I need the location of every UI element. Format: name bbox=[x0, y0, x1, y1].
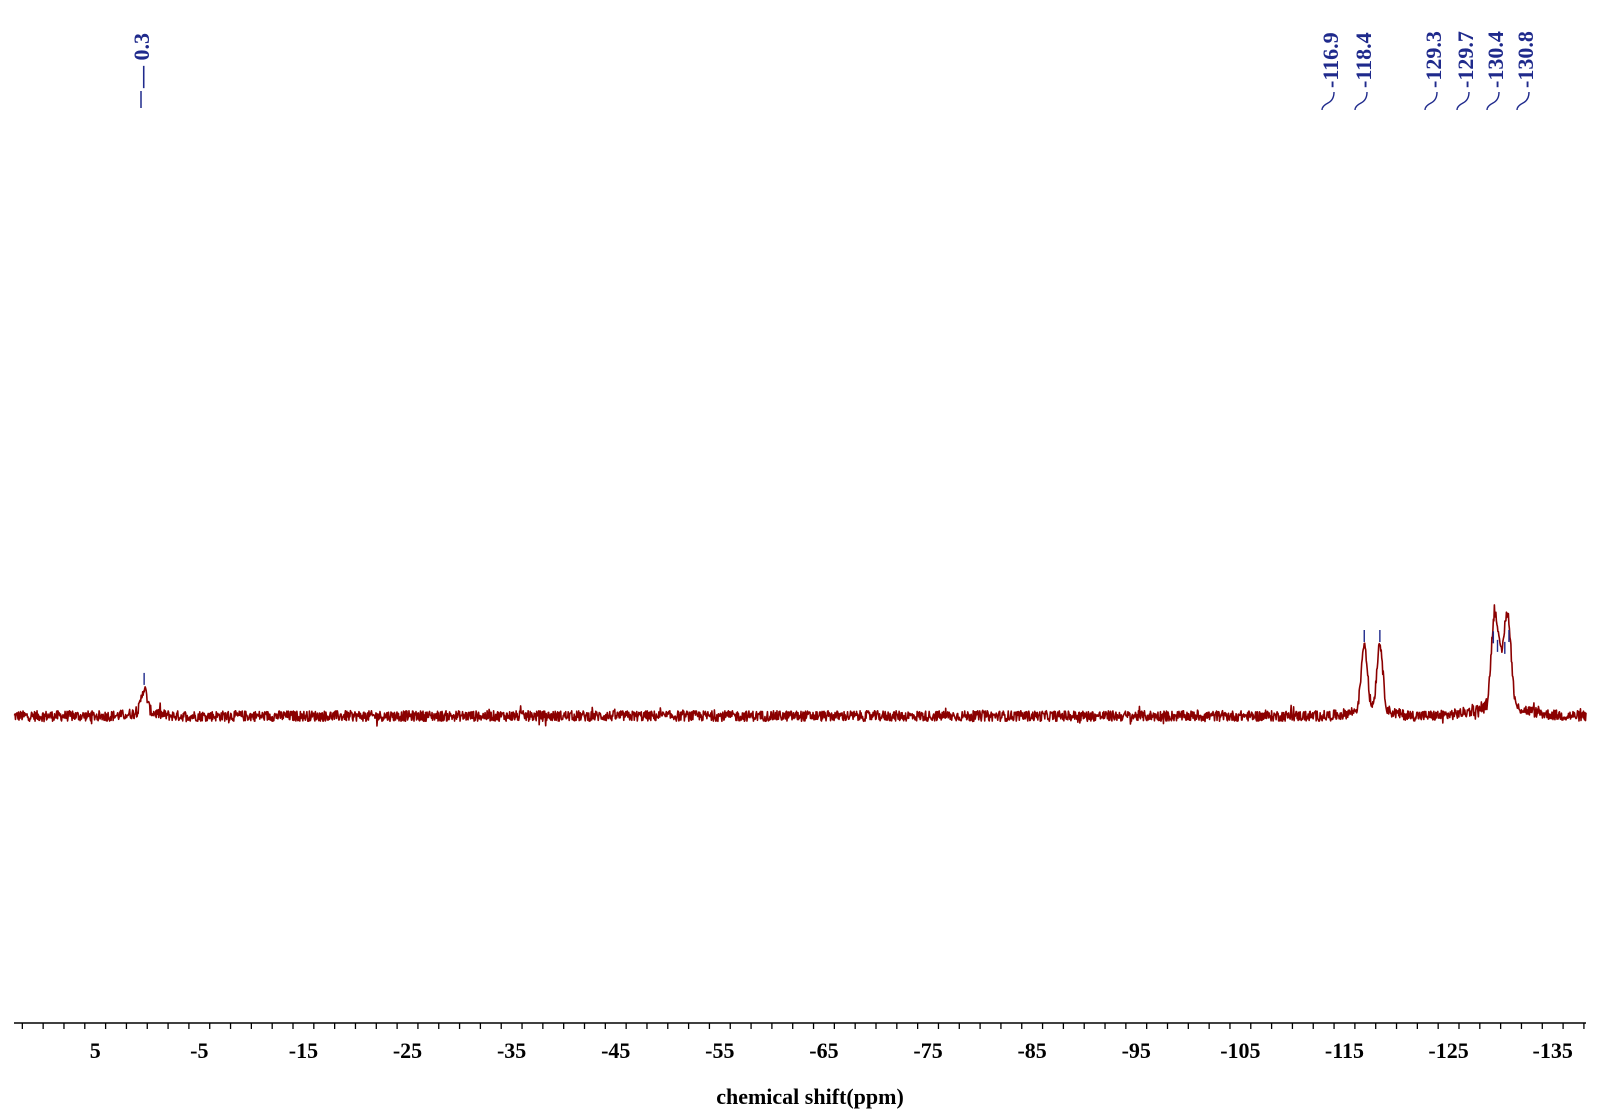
peak-connector bbox=[1516, 91, 1530, 111]
x-tick-label: -15 bbox=[289, 1038, 318, 1063]
peak-connector bbox=[1321, 91, 1335, 111]
spectrum bbox=[13, 604, 1587, 727]
peak-label: -116.9 bbox=[1318, 32, 1343, 88]
peak-annotations: — 0.3 -116.9 -118.4 -129.3 -129.7 -130.4 -130.… bbox=[129, 31, 1538, 685]
x-tick-label: -65 bbox=[809, 1038, 838, 1063]
x-tick-label: -125 bbox=[1428, 1038, 1468, 1063]
peak-label: -130.8 bbox=[1513, 31, 1538, 88]
x-axis: 5 -5 -15 -25 -35 -45 -55 -65 -75 -85 -95 -105 -115 -1… bbox=[14, 1022, 1586, 1063]
x-tick-label: -35 bbox=[497, 1038, 526, 1063]
x-tick-label: -45 bbox=[601, 1038, 630, 1063]
x-tick-label: -115 bbox=[1325, 1038, 1364, 1063]
x-tick-label: -55 bbox=[705, 1038, 734, 1063]
peak-label: -129.3 bbox=[1421, 31, 1446, 88]
x-tick-label: -105 bbox=[1220, 1038, 1260, 1063]
x-tick-label: -135 bbox=[1533, 1038, 1573, 1063]
peak-label: -129.7 bbox=[1453, 31, 1478, 88]
x-tick-label: -75 bbox=[913, 1038, 942, 1063]
peak-connector bbox=[1354, 91, 1368, 111]
x-tick-label: -95 bbox=[1122, 1038, 1151, 1063]
peak-label: — 0.3 bbox=[129, 33, 154, 89]
peak-connector bbox=[1424, 91, 1438, 111]
peak-connector bbox=[1456, 91, 1470, 111]
spectrum-trace bbox=[13, 604, 1587, 727]
x-tick-label: -5 bbox=[190, 1038, 208, 1063]
peak-label: -118.4 bbox=[1351, 32, 1376, 88]
x-axis-title: chemical shift(ppm) bbox=[716, 1084, 904, 1109]
peak-label: -130.4 bbox=[1483, 31, 1508, 88]
x-tick-label: -25 bbox=[393, 1038, 422, 1063]
x-tick-label: -85 bbox=[1017, 1038, 1046, 1063]
peak-connector bbox=[1486, 91, 1500, 111]
x-tick-label: 5 bbox=[90, 1038, 101, 1063]
